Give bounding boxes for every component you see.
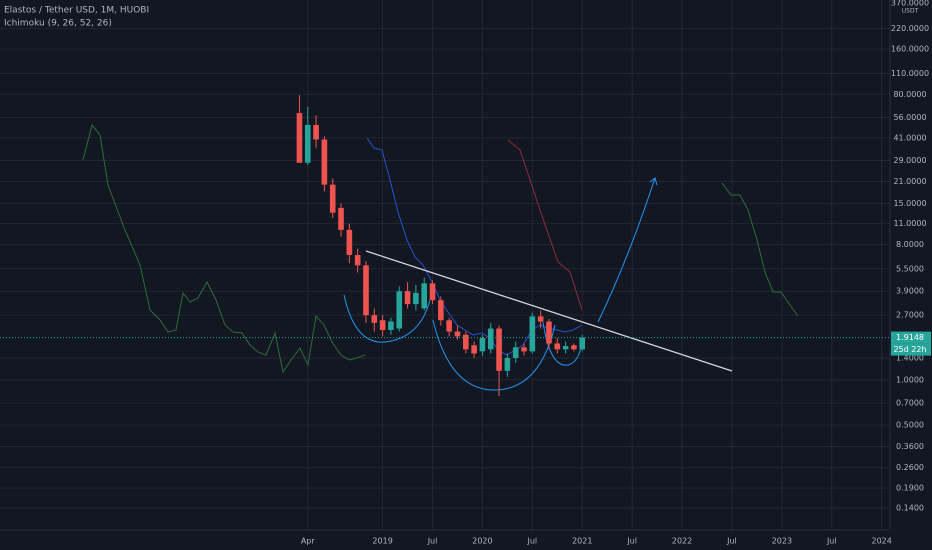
- x-tick-label: Jul: [626, 537, 637, 546]
- y-tick-label: 0.1900: [896, 484, 924, 493]
- candle-body: [338, 207, 344, 230]
- candle-body: [579, 337, 586, 350]
- price-label-box: [891, 331, 931, 344]
- cup-right: [542, 321, 583, 366]
- y-tick-label: 56.0000: [893, 113, 926, 122]
- y-tick-label: 0.5000: [896, 421, 924, 430]
- x-tick-label: 2024: [872, 537, 892, 546]
- y-tick-label: 370.0000: [891, 0, 929, 8]
- y-tick-label: 11.0000: [893, 219, 926, 228]
- candle-body: [512, 347, 519, 358]
- y-tick-label: 1.0000: [896, 375, 924, 384]
- countdown: 25d 22h: [893, 345, 926, 354]
- y-tick-label: 41.0000: [893, 133, 926, 142]
- candle-body: [471, 345, 477, 354]
- candle-body: [504, 357, 511, 371]
- candle-body: [529, 316, 536, 352]
- grid: [0, 0, 890, 530]
- candle-body: [379, 320, 386, 331]
- candle-body: [371, 315, 378, 323]
- candle-body: [388, 321, 394, 331]
- indicator-label: Ichimoku (9, 26, 52, 26): [4, 19, 112, 29]
- x-tick-label: 2020: [472, 537, 492, 546]
- span-b: [507, 139, 583, 311]
- x-tick-label: 2022: [672, 537, 692, 546]
- x-tick-label: 2021: [572, 537, 592, 546]
- candle-body: [446, 320, 452, 332]
- candle-body: [304, 124, 311, 163]
- y-tick-label: 29.0000: [893, 156, 926, 165]
- ichimoku: [82, 123, 799, 391]
- y-unit: USDT: [902, 8, 919, 15]
- candle-body: [454, 331, 461, 337]
- x-tick-label: Jul: [527, 537, 538, 546]
- y-tick-label: 5.5000: [896, 264, 924, 273]
- lagging-span: [82, 123, 366, 374]
- x-tick-label: Jul: [726, 537, 737, 546]
- y-tick-label: 220.0000: [891, 24, 929, 33]
- candle-body: [479, 338, 486, 352]
- candle-body: [462, 334, 469, 350]
- trend-line: [365, 250, 733, 372]
- y-tick-label: 0.3600: [896, 442, 924, 451]
- plot: [0, 95, 890, 397]
- x-tick-label: Apr: [301, 537, 316, 546]
- candle-body: [363, 265, 369, 316]
- x-tick-label: Jul: [427, 537, 438, 546]
- y-tick-label: 0.1400: [896, 504, 924, 513]
- y-tick-label: 0.2600: [896, 463, 924, 472]
- chart-title: Elastos / Tether USD, 1M, HUOBI: [4, 6, 149, 16]
- y-tick-label: 1.4000: [896, 353, 924, 362]
- candle-body: [313, 124, 319, 140]
- candle-body: [562, 346, 569, 350]
- price-label: 1.9148: [896, 333, 924, 342]
- candle-body: [413, 292, 419, 305]
- candle-body: [321, 139, 328, 185]
- candle-body: [404, 291, 411, 305]
- countdown-box: [891, 343, 931, 356]
- projection: [597, 177, 656, 323]
- candle-body: [521, 347, 527, 352]
- candle-body: [546, 321, 552, 344]
- x-tick-label: 2019: [372, 537, 392, 546]
- candle-body: [537, 316, 544, 322]
- candle-body: [296, 113, 303, 163]
- candle-body: [496, 328, 502, 371]
- y-tick-label: 0.7000: [896, 399, 924, 408]
- base-line: [366, 137, 583, 356]
- y-tick-label: 15.0000: [893, 199, 926, 208]
- y-tick-label: 160.0000: [891, 45, 929, 54]
- y-tick-label: 21.0000: [893, 177, 926, 186]
- y-tick-label: 3.9000: [896, 287, 924, 296]
- candle-body: [329, 184, 336, 213]
- arrow-head: [649, 177, 658, 186]
- candle-body: [554, 343, 561, 350]
- candle-body: [571, 345, 577, 350]
- lagging-span: [721, 182, 799, 317]
- candle-body: [396, 291, 403, 329]
- y-tick-label: 2.7000: [896, 311, 924, 320]
- cup-middle: [432, 319, 556, 391]
- y-tick-label: 110.0000: [891, 69, 929, 78]
- y-tick-label: 80.0000: [893, 90, 926, 99]
- y-tick-label: 8.0000: [896, 240, 924, 249]
- candle-body: [438, 300, 444, 321]
- candle-body: [429, 283, 436, 301]
- candle-body: [421, 283, 428, 309]
- x-tick-label: 2023: [772, 537, 792, 546]
- cup-left: [343, 294, 431, 343]
- candle-body: [346, 229, 353, 255]
- candle-body: [354, 254, 361, 266]
- x-tick-label: Jul: [826, 537, 837, 546]
- candle-body: [487, 328, 494, 350]
